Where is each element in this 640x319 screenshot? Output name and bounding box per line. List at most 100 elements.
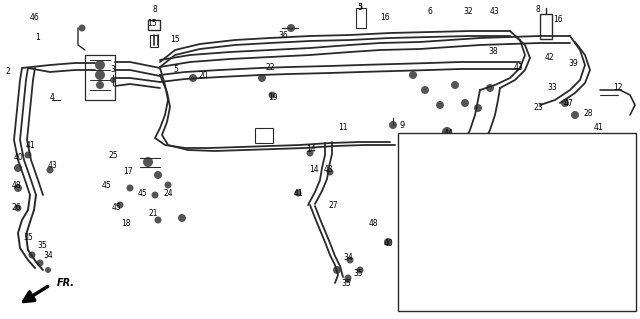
Circle shape	[326, 168, 333, 175]
Circle shape	[476, 152, 481, 157]
Text: 4: 4	[49, 93, 54, 101]
Circle shape	[14, 184, 22, 192]
Text: 29: 29	[481, 180, 490, 186]
Text: 15: 15	[147, 19, 157, 27]
Circle shape	[152, 191, 159, 198]
Text: 43: 43	[323, 166, 333, 174]
Circle shape	[356, 266, 364, 273]
Bar	[150, 35, 158, 47]
Circle shape	[451, 81, 459, 89]
Circle shape	[178, 214, 186, 222]
Text: 31: 31	[541, 183, 550, 189]
Text: 44: 44	[443, 129, 453, 137]
Circle shape	[442, 127, 452, 137]
Circle shape	[596, 167, 604, 174]
Text: 27: 27	[328, 202, 338, 211]
Text: 41: 41	[593, 123, 603, 132]
Circle shape	[36, 259, 44, 266]
Circle shape	[164, 182, 172, 189]
Bar	[398, 133, 636, 311]
Text: 6: 6	[428, 8, 433, 17]
Text: 43: 43	[48, 161, 58, 170]
Circle shape	[95, 70, 105, 80]
Circle shape	[29, 251, 35, 258]
Circle shape	[616, 144, 624, 152]
Circle shape	[189, 74, 197, 82]
Circle shape	[307, 150, 314, 157]
Text: 41: 41	[543, 142, 553, 151]
Text: 47: 47	[513, 133, 523, 143]
Circle shape	[561, 211, 566, 217]
Text: 42: 42	[526, 163, 536, 169]
Text: 34: 34	[501, 160, 511, 166]
Text: 35: 35	[37, 241, 47, 250]
Circle shape	[389, 121, 397, 129]
Text: 24: 24	[163, 189, 173, 197]
Text: 5: 5	[358, 4, 362, 12]
Text: 28: 28	[583, 108, 593, 117]
Circle shape	[116, 202, 124, 209]
Text: 48: 48	[368, 219, 378, 227]
Circle shape	[294, 189, 301, 197]
Text: 34: 34	[343, 254, 353, 263]
Text: 45: 45	[101, 182, 111, 190]
Bar	[540, 14, 552, 39]
Circle shape	[269, 92, 275, 99]
Text: 28: 28	[453, 215, 463, 221]
Text: 18: 18	[121, 219, 131, 227]
Text: 12: 12	[613, 84, 623, 93]
Circle shape	[14, 164, 22, 172]
Text: 43: 43	[603, 153, 613, 162]
Text: 9: 9	[400, 121, 405, 130]
Text: 35: 35	[488, 205, 498, 211]
Circle shape	[426, 212, 431, 218]
Text: 16: 16	[380, 12, 390, 21]
Bar	[356, 8, 366, 28]
Text: 43: 43	[483, 220, 493, 226]
Circle shape	[571, 111, 579, 119]
Circle shape	[333, 266, 341, 274]
Circle shape	[345, 277, 351, 283]
Circle shape	[110, 77, 116, 83]
Text: 43: 43	[453, 165, 463, 171]
Text: 30: 30	[518, 150, 527, 156]
Text: 8: 8	[536, 5, 540, 14]
Text: 45: 45	[111, 204, 121, 212]
Text: 23: 23	[533, 102, 543, 112]
Text: 42: 42	[544, 54, 554, 63]
Circle shape	[96, 81, 104, 89]
Circle shape	[461, 99, 469, 107]
Circle shape	[346, 256, 353, 263]
Circle shape	[586, 157, 591, 161]
Text: 41: 41	[25, 142, 35, 151]
Text: 41: 41	[401, 187, 411, 193]
Text: 14: 14	[309, 166, 319, 174]
Circle shape	[24, 152, 31, 159]
Text: 28: 28	[412, 173, 420, 179]
Text: 13: 13	[461, 202, 470, 208]
Circle shape	[561, 99, 569, 107]
Circle shape	[545, 152, 550, 158]
Text: 40: 40	[383, 239, 393, 248]
Text: 16: 16	[553, 14, 563, 24]
Circle shape	[79, 25, 86, 32]
Circle shape	[474, 104, 482, 112]
Circle shape	[287, 24, 295, 32]
Text: 43: 43	[453, 187, 463, 193]
Text: FR.: FR.	[57, 278, 75, 288]
Text: 35: 35	[23, 234, 33, 242]
Text: 36: 36	[278, 31, 288, 40]
Circle shape	[421, 86, 429, 94]
Circle shape	[384, 238, 392, 246]
Circle shape	[143, 157, 153, 167]
Text: 3: 3	[111, 65, 115, 75]
Text: SE03-B25008: SE03-B25008	[469, 306, 511, 310]
Bar	[148, 20, 160, 30]
Text: 45: 45	[138, 189, 148, 197]
Text: 48: 48	[11, 182, 21, 190]
Circle shape	[344, 275, 351, 281]
Circle shape	[426, 152, 431, 157]
Text: 7: 7	[426, 157, 430, 163]
Circle shape	[95, 60, 105, 70]
Circle shape	[154, 171, 162, 179]
